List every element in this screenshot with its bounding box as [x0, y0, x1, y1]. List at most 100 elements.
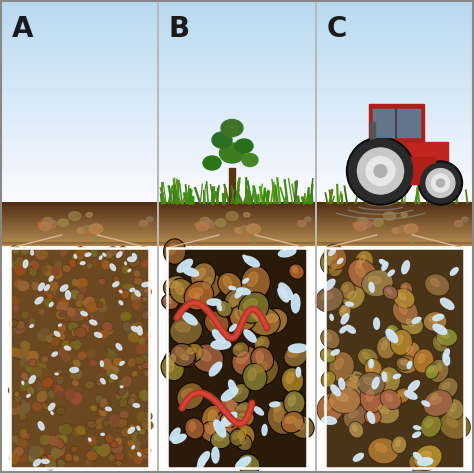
Ellipse shape [128, 446, 133, 452]
Bar [2, 172, 157, 175]
Ellipse shape [403, 342, 419, 360]
Bar [2, 109, 157, 112]
Bar [317, 28, 472, 31]
Ellipse shape [384, 372, 391, 382]
Ellipse shape [243, 279, 248, 283]
Ellipse shape [212, 132, 232, 148]
Bar [159, 144, 315, 148]
Bar [2, 6, 157, 9]
Ellipse shape [81, 324, 88, 333]
Ellipse shape [27, 394, 30, 397]
Ellipse shape [59, 298, 69, 307]
Ellipse shape [144, 288, 149, 293]
Ellipse shape [330, 249, 337, 260]
Bar [159, 230, 315, 232]
Ellipse shape [357, 218, 368, 225]
Ellipse shape [99, 304, 107, 312]
Bar [159, 227, 315, 228]
Ellipse shape [121, 313, 130, 320]
Bar [317, 114, 472, 117]
Bar [2, 74, 157, 77]
Ellipse shape [137, 326, 142, 335]
Ellipse shape [39, 309, 44, 314]
Bar [2, 124, 157, 127]
Ellipse shape [135, 290, 140, 296]
Bar [159, 122, 315, 125]
Ellipse shape [168, 244, 176, 254]
Ellipse shape [252, 348, 273, 371]
Ellipse shape [243, 230, 251, 236]
Ellipse shape [102, 322, 113, 331]
Ellipse shape [132, 292, 139, 301]
Bar [317, 167, 472, 170]
Bar [159, 74, 315, 77]
Ellipse shape [47, 336, 52, 342]
Ellipse shape [107, 247, 117, 257]
Ellipse shape [363, 352, 370, 359]
Bar [159, 109, 315, 112]
Bar [159, 241, 315, 242]
Ellipse shape [225, 290, 248, 316]
Bar [159, 106, 315, 110]
Ellipse shape [120, 361, 124, 365]
Ellipse shape [331, 350, 339, 355]
Bar [159, 243, 315, 244]
Ellipse shape [70, 290, 81, 299]
Ellipse shape [21, 248, 28, 254]
Ellipse shape [254, 313, 267, 324]
Bar [159, 207, 315, 208]
Ellipse shape [21, 342, 30, 350]
Ellipse shape [38, 343, 46, 350]
Ellipse shape [288, 350, 299, 357]
Ellipse shape [254, 361, 267, 373]
Ellipse shape [350, 375, 358, 382]
Ellipse shape [226, 212, 238, 220]
Ellipse shape [431, 394, 438, 400]
Bar [2, 59, 157, 61]
Ellipse shape [10, 320, 18, 327]
Ellipse shape [137, 363, 145, 369]
Ellipse shape [87, 421, 96, 428]
Ellipse shape [425, 420, 433, 428]
Bar [2, 210, 157, 212]
Bar [317, 243, 472, 244]
Bar [317, 165, 472, 167]
Ellipse shape [132, 371, 137, 377]
Bar [317, 230, 472, 231]
Ellipse shape [409, 455, 428, 473]
Ellipse shape [347, 381, 359, 389]
Ellipse shape [123, 266, 128, 273]
Bar [159, 190, 315, 193]
Bar [2, 206, 157, 207]
Bar [10, 248, 149, 468]
Ellipse shape [12, 349, 22, 359]
Bar [317, 244, 472, 245]
Bar [159, 16, 315, 18]
Ellipse shape [236, 457, 251, 469]
Ellipse shape [243, 255, 248, 261]
Bar [317, 106, 472, 110]
Bar [159, 216, 315, 218]
Ellipse shape [77, 294, 84, 300]
Ellipse shape [353, 222, 360, 228]
Bar [317, 245, 472, 246]
Bar [2, 152, 157, 155]
Ellipse shape [399, 293, 406, 300]
Ellipse shape [290, 264, 303, 279]
Bar [317, 87, 472, 89]
Ellipse shape [295, 420, 304, 429]
Ellipse shape [107, 347, 111, 352]
Ellipse shape [52, 352, 57, 356]
Ellipse shape [401, 360, 409, 365]
Ellipse shape [23, 433, 30, 439]
Ellipse shape [365, 359, 382, 378]
Bar [2, 112, 157, 114]
Ellipse shape [321, 251, 340, 274]
Bar [317, 206, 472, 207]
Ellipse shape [447, 399, 463, 419]
Ellipse shape [279, 283, 293, 299]
Bar [2, 79, 157, 82]
Bar [2, 212, 157, 213]
Bar [159, 56, 315, 59]
Ellipse shape [451, 403, 456, 412]
